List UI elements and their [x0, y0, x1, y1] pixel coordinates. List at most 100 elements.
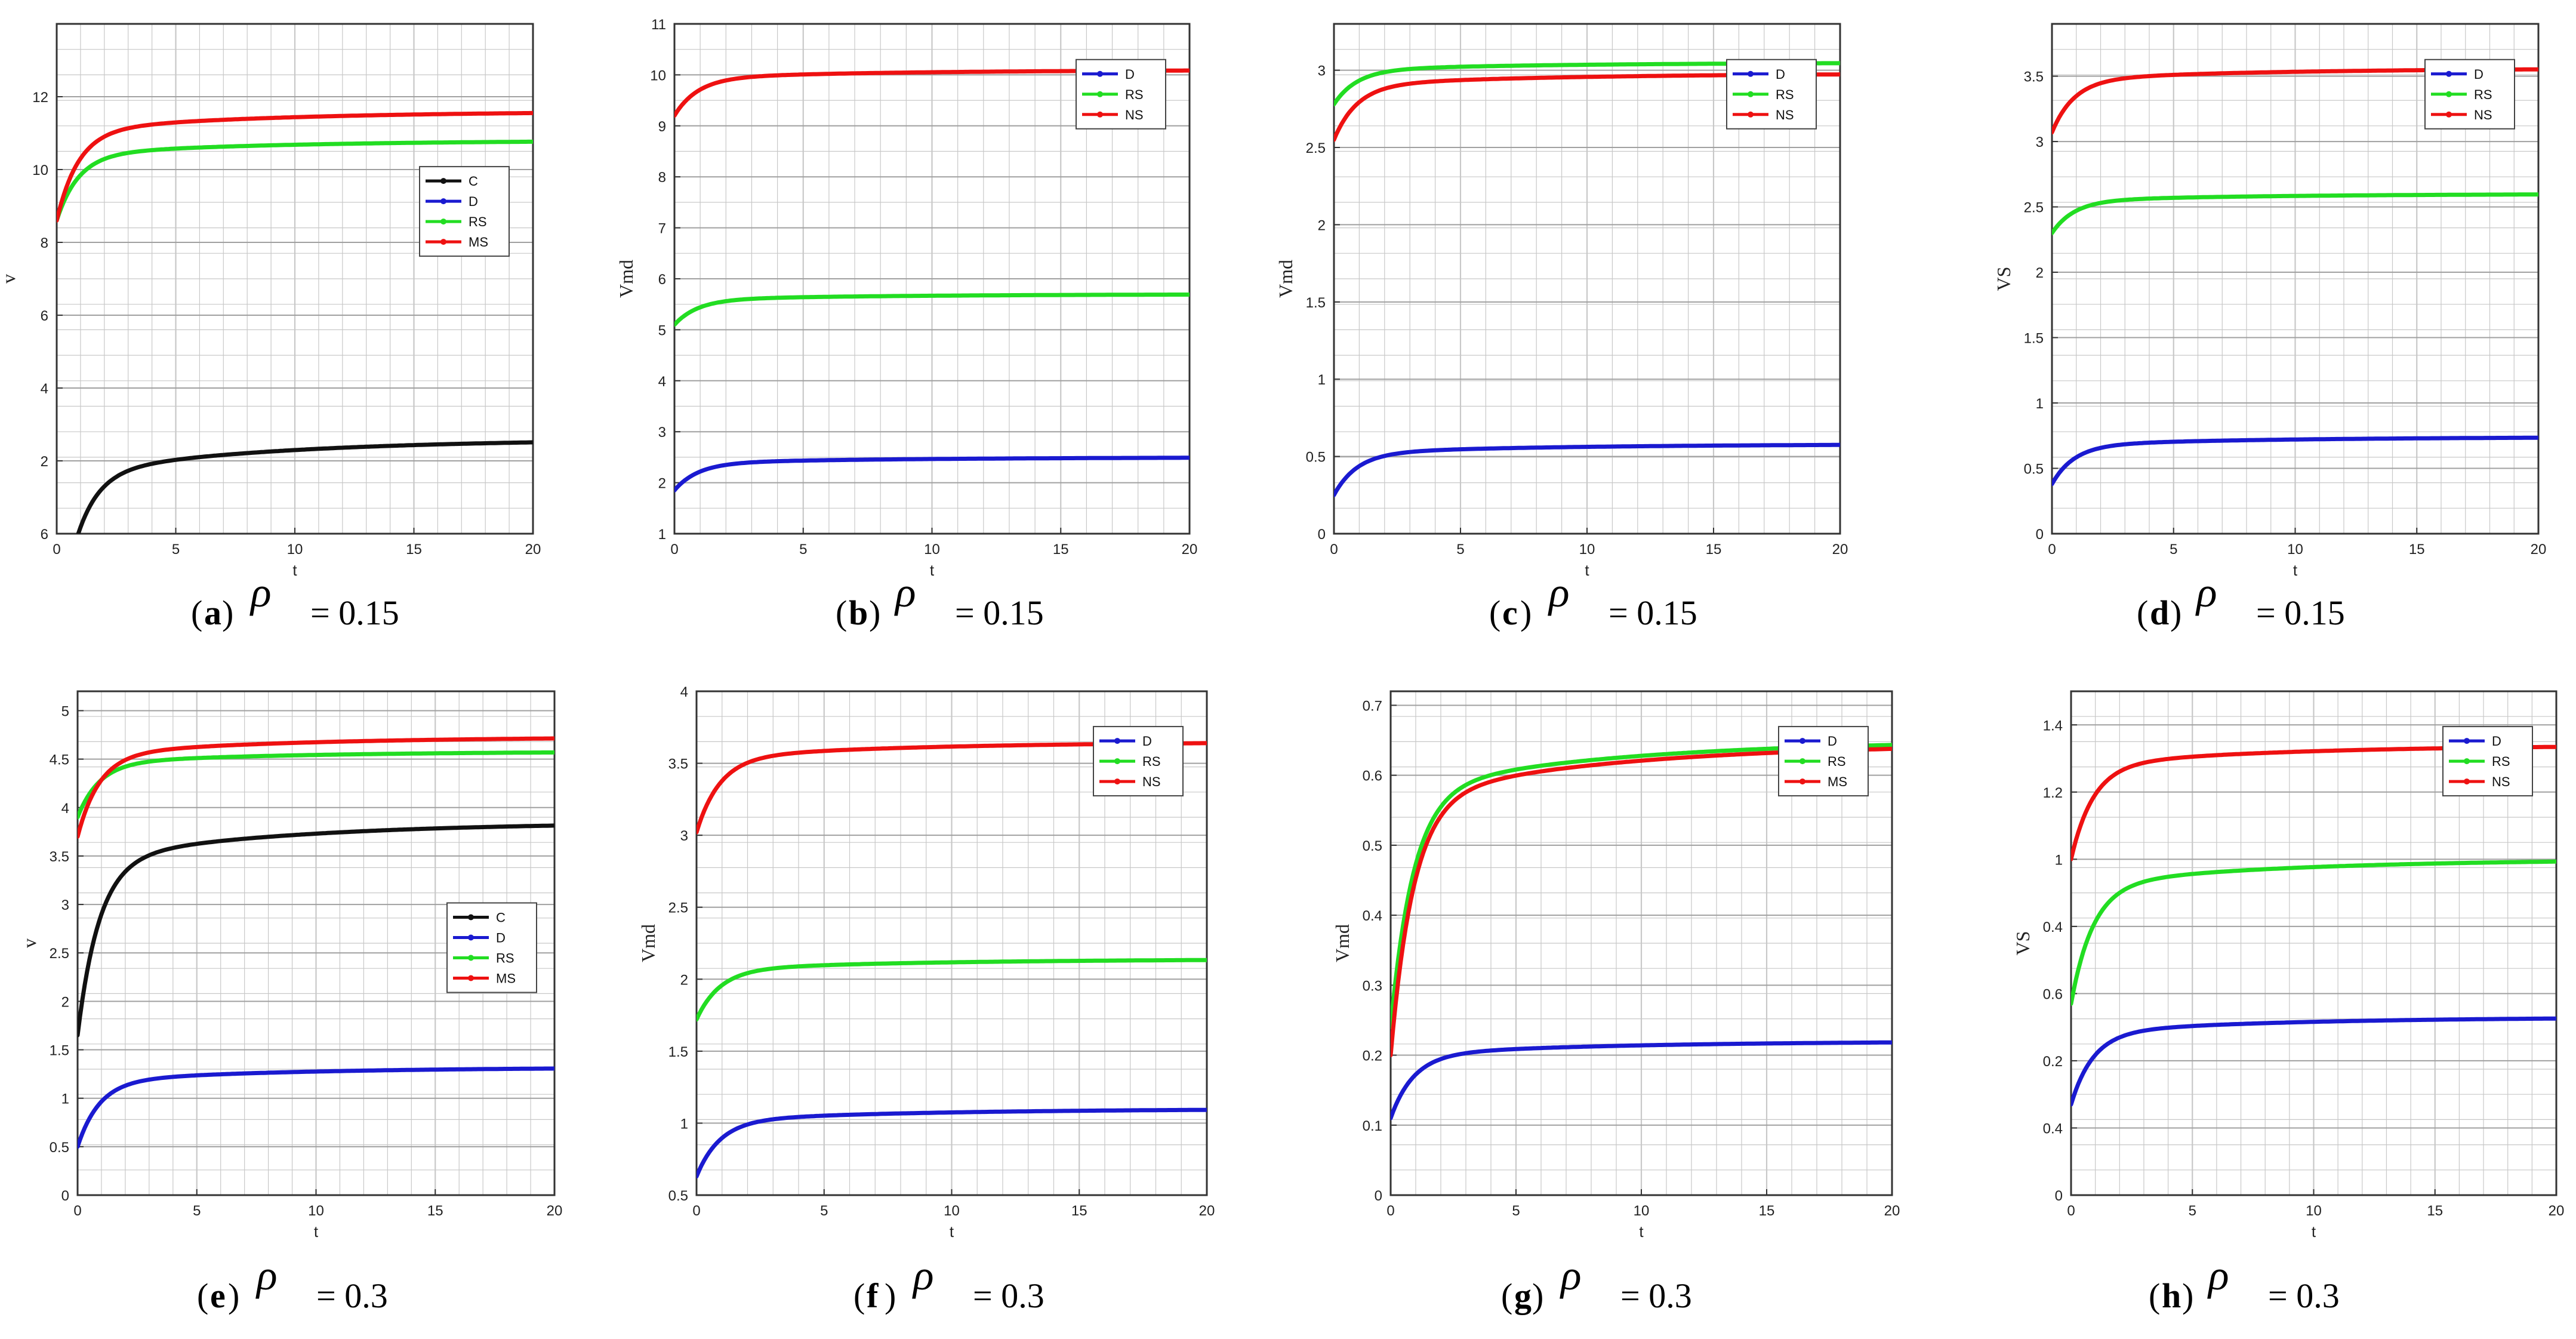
y-tick-label: 1 — [61, 1091, 69, 1107]
caption: (b) ρ = 0.15 — [836, 568, 1044, 632]
y-tick-label: 8 — [658, 170, 666, 186]
caption-paren-open: ( — [197, 1276, 208, 1315]
x-tick-label: 0 — [692, 1203, 700, 1219]
y-axis-label: Vmd — [1275, 260, 1296, 298]
y-tick-label: 7 — [658, 221, 666, 237]
legend-label-RS: RS — [1776, 87, 1794, 102]
legend-marker-RS — [1799, 758, 1805, 765]
legend-marker-D — [1114, 738, 1120, 744]
y-tick-label: 1.5 — [668, 1044, 688, 1060]
y-tick-label: 4.5 — [50, 752, 69, 768]
y-tick-label: 5 — [61, 703, 69, 719]
caption-paren-open: ( — [1489, 593, 1500, 632]
x-tick-label: 5 — [1512, 1203, 1520, 1219]
y-tick-label: 1.2 — [2043, 785, 2063, 801]
caption-value: = 0.15 — [1609, 593, 1697, 632]
legend-marker-D — [2446, 70, 2452, 77]
series-line-MS — [57, 110, 533, 223]
y-tick-label: 3.5 — [50, 849, 69, 865]
y-tick-label: 3 — [658, 424, 666, 441]
caption-rho: ρ — [255, 1251, 278, 1299]
chart-c: 0 5 10 15 20 t 0 0.5 1 1.5 2 2.5 3 Vmd D RS NS (c) ρ = 0.15 — [1275, 23, 1848, 632]
x-tick-label: 5 — [820, 1203, 828, 1219]
y-tick-label: 0.1 — [1363, 1118, 1382, 1134]
caption-paren-open: ( — [1501, 1276, 1512, 1315]
y-tick-label: 2 — [2036, 265, 2044, 281]
legend-label-C: C — [496, 910, 506, 925]
y-tick-label: 0.3 — [1363, 978, 1382, 994]
caption-paren-close: ) — [2182, 1276, 2193, 1315]
y-tick-label: 0 — [61, 1188, 69, 1204]
caption-value: = 0.3 — [973, 1276, 1044, 1315]
caption-paren-close: ) — [2170, 593, 2181, 632]
legend-label-NS: NS — [1776, 107, 1794, 122]
y-axis-label: VS — [1993, 267, 2014, 291]
y-tick-label: 6 — [41, 527, 48, 543]
caption-paren-open: ( — [853, 1276, 865, 1315]
legend-marker-RS — [440, 218, 446, 225]
caption-paren-open: ( — [2149, 1276, 2160, 1315]
caption-paren-open: ( — [836, 593, 847, 632]
x-tick-label: 0 — [2048, 541, 2056, 558]
y-tick-label: 0.4 — [2043, 1121, 2063, 1137]
caption-letter: h — [2162, 1276, 2181, 1315]
y-tick-label: 0.5 — [2024, 461, 2044, 478]
caption: (a) ρ = 0.15 — [191, 568, 399, 632]
y-tick-label: 0.5 — [668, 1188, 688, 1204]
x-axis-label: t — [2312, 1223, 2316, 1241]
y-tick-label: 0 — [1318, 527, 1326, 543]
series-line-D — [697, 1107, 1207, 1179]
caption-value: = 0.15 — [955, 593, 1044, 632]
y-tick-label: 3.5 — [2024, 69, 2044, 85]
legend-label-NS: NS — [2492, 774, 2510, 789]
chart-h: 0 5 10 15 20 t 0 0.4 0.2 0.6 0.4 1 1.2 1.4 VS D RS NS (h) ρ… — [2012, 690, 2564, 1315]
legend-marker-MS — [440, 239, 446, 245]
x-axis-label: t — [2293, 561, 2298, 579]
y-tick-label: 5 — [658, 322, 666, 338]
x-tick-label: 10 — [1634, 1203, 1650, 1219]
legend-marker-D — [1097, 70, 1103, 77]
x-tick-label: 15 — [2409, 541, 2425, 558]
y-tick-label: 6 — [41, 308, 48, 324]
y-tick-label: 1 — [2036, 396, 2044, 412]
x-tick-label: 10 — [2287, 541, 2303, 558]
y-tick-label: 1.5 — [2024, 331, 2044, 347]
y-tick-label: 0.2 — [2043, 1054, 2063, 1070]
x-tick-label: 15 — [1759, 1203, 1775, 1219]
series-line-RS — [78, 750, 554, 820]
caption-letter: e — [210, 1276, 226, 1315]
y-axis-label: VS — [2012, 931, 2033, 956]
caption-value: = 0.3 — [316, 1276, 388, 1315]
series-line-RS — [57, 139, 533, 223]
y-tick-label: 1.4 — [2043, 718, 2063, 734]
x-tick-label: 10 — [308, 1203, 324, 1219]
caption-letter: c — [1502, 593, 1518, 632]
caption-letter: b — [849, 593, 868, 632]
caption-rho: ρ — [249, 568, 272, 616]
legend-marker-RS — [468, 955, 474, 961]
y-tick-label: 0.4 — [1363, 908, 1382, 924]
legend-marker-MS — [1799, 778, 1805, 785]
caption: (e) ρ = 0.3 — [197, 1251, 388, 1315]
series-line-MS — [78, 736, 554, 839]
y-tick-label: 10 — [32, 162, 48, 178]
caption-paren-close: ) — [1520, 593, 1532, 632]
chart-b: 0 5 10 15 20 t 1 2 3 4 5 6 7 8 9 10 11 Vmd D RS NS (b) ρ = 0.15 — [615, 17, 1197, 632]
legend-marker-RS — [1748, 91, 1754, 97]
x-tick-label: 15 — [1706, 541, 1722, 558]
caption-paren-close: ) — [869, 593, 880, 632]
legend-label-D: D — [1125, 67, 1135, 82]
x-tick-label: 5 — [172, 541, 180, 558]
legend-label-RS: RS — [496, 950, 514, 965]
legend-label-NS: NS — [1142, 774, 1161, 789]
legend-label-RS: RS — [1125, 87, 1144, 102]
x-tick-label: 20 — [1182, 541, 1198, 558]
y-tick-label: 11 — [651, 17, 666, 33]
legend-label-RS: RS — [2474, 87, 2492, 102]
y-tick-label: 0.7 — [1363, 698, 1382, 714]
legend-marker-RS — [1114, 758, 1120, 765]
y-axis-label: Vmd — [637, 924, 659, 962]
y-tick-label: 4 — [680, 684, 688, 700]
